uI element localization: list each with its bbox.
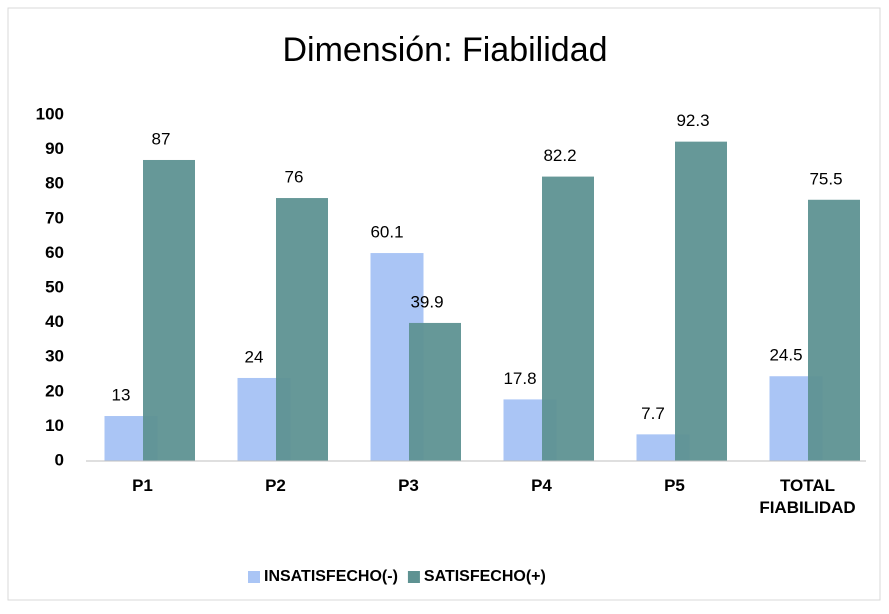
data-label: 39.9 (410, 292, 443, 311)
y-tick-label: 60 (45, 243, 64, 262)
y-tick-label: 90 (45, 139, 64, 158)
data-label: 76 (285, 168, 304, 187)
bar (808, 199, 860, 461)
data-label: 24.5 (769, 346, 802, 365)
y-tick-label: 30 (45, 347, 64, 366)
x-tick-label: P2 (265, 476, 286, 495)
data-label: 92.3 (676, 111, 709, 130)
data-label: 17.8 (503, 369, 536, 388)
chart-border (7, 7, 881, 601)
data-label: 24 (245, 347, 264, 366)
x-tick-label-line: P4 (531, 476, 552, 495)
x-tick-label-line: P5 (664, 476, 685, 495)
x-tick-label-line: P1 (132, 476, 153, 495)
bar (409, 322, 461, 461)
y-tick-label: 100 (36, 104, 64, 123)
legend-swatch (407, 571, 420, 583)
y-tick-label: 80 (45, 174, 64, 193)
x-tick-label-line: FIABILIDAD (759, 498, 855, 517)
x-tick-label-line: P3 (398, 476, 419, 495)
data-label: 75.5 (809, 169, 842, 188)
legend-label: SATISFECHO(+) (424, 568, 546, 585)
y-tick-label: 10 (45, 416, 64, 435)
x-tick-label: P4 (531, 476, 552, 495)
data-label: 60.1 (370, 223, 403, 242)
x-tick-label: TOTAL FIABILIDAD (759, 476, 855, 517)
bar (276, 198, 328, 462)
x-tick-label-line: P2 (265, 476, 286, 495)
bar (542, 176, 594, 461)
x-tick-label: P3 (398, 476, 419, 495)
y-tick-label: 0 (55, 450, 64, 469)
bar (675, 141, 727, 461)
y-tick-label: 70 (45, 208, 64, 227)
data-label: 82.2 (543, 146, 576, 165)
legend-swatch (248, 571, 260, 583)
chart-title: Dimensión: Fiabilidad (282, 31, 607, 69)
data-label: 7.7 (641, 404, 665, 423)
x-tick-label: P1 (132, 476, 153, 495)
data-label: 13 (112, 386, 131, 405)
bar (143, 159, 195, 462)
y-tick-label: 40 (45, 312, 64, 331)
y-tick-label: 50 (45, 277, 64, 296)
legend-label: INSATISFECHO(-) (264, 568, 398, 585)
y-tick-label: 20 (45, 381, 64, 400)
data-label: 87 (152, 129, 171, 148)
x-tick-label-line: TOTAL (780, 476, 835, 495)
x-tick-label: P5 (664, 476, 685, 495)
